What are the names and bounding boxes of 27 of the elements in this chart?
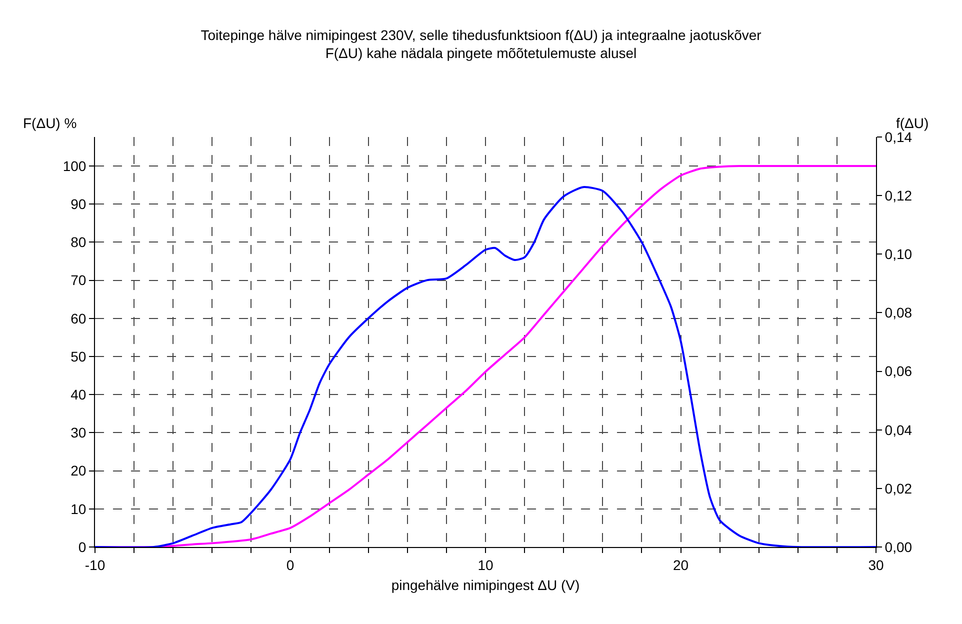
- x-tick-label: 30: [868, 556, 884, 573]
- y2-tick-label: 0,12: [884, 187, 912, 204]
- y2-tick-label: 0,08: [884, 304, 912, 321]
- y2-tick-label: 0,02: [884, 480, 912, 496]
- x-tick-label: 20: [672, 556, 689, 573]
- x-axis-title: pingehälve nimipingest ΔU (V): [391, 577, 580, 594]
- x-tick-label: 0: [286, 556, 294, 573]
- y-tick-label: 100: [62, 158, 86, 174]
- y-tick-label: 80: [70, 234, 86, 250]
- y-tick-label: 0: [78, 538, 86, 555]
- y-tick-label: 30: [70, 424, 86, 441]
- y2-tick-label: 0,04: [884, 422, 912, 438]
- x-tick-label: 10: [478, 556, 494, 573]
- y-tick-label: 70: [70, 272, 86, 288]
- chart-title: Toitepinge hälve nimipingest 230V, selle tihedusfunktsioon f(ΔU) ja integraalne jaotuskõver F(ΔU) kahe nädala pingete mõõtetulemuste alusel: [200, 27, 762, 62]
- y2-tick-label: 0,00: [884, 538, 912, 555]
- y2-tick-label: 0,10: [884, 246, 912, 262]
- y-tick-label: 90: [70, 196, 86, 212]
- y-tick-label: 60: [70, 310, 86, 326]
- y-tick-label: 10: [70, 500, 86, 517]
- y-tick-label: 20: [70, 462, 86, 479]
- y2-tick-label: 0,06: [884, 363, 912, 380]
- y-axis-title: F(ΔU) %: [23, 115, 77, 131]
- x-tick-label: -10: [84, 556, 106, 573]
- y-tick-label: 40: [70, 386, 86, 402]
- y2-axis-title: f(ΔU): [896, 115, 929, 131]
- y-tick-label: 50: [70, 348, 86, 364]
